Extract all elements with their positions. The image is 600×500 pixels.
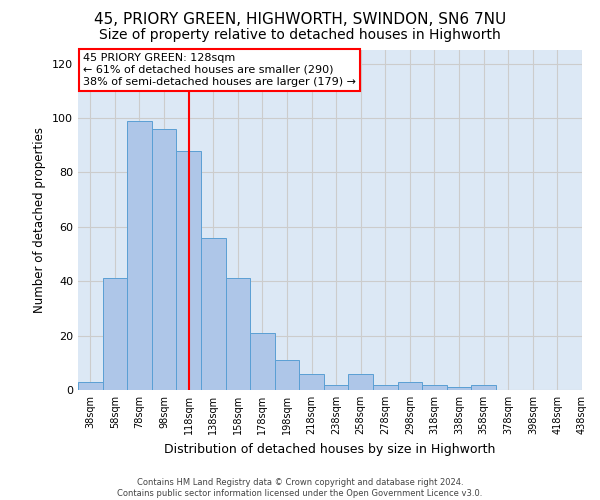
Bar <box>201 238 226 390</box>
Bar <box>422 384 447 390</box>
Bar <box>226 278 250 390</box>
X-axis label: Distribution of detached houses by size in Highworth: Distribution of detached houses by size … <box>164 442 496 456</box>
Text: Size of property relative to detached houses in Highworth: Size of property relative to detached ho… <box>99 28 501 42</box>
Bar <box>299 374 324 390</box>
Text: 45 PRIORY GREEN: 128sqm
← 61% of detached houses are smaller (290)
38% of semi-d: 45 PRIORY GREEN: 128sqm ← 61% of detache… <box>83 54 356 86</box>
Y-axis label: Number of detached properties: Number of detached properties <box>34 127 46 313</box>
Bar <box>398 382 422 390</box>
Text: Contains HM Land Registry data © Crown copyright and database right 2024.
Contai: Contains HM Land Registry data © Crown c… <box>118 478 482 498</box>
Bar <box>78 382 103 390</box>
Text: 45, PRIORY GREEN, HIGHWORTH, SWINDON, SN6 7NU: 45, PRIORY GREEN, HIGHWORTH, SWINDON, SN… <box>94 12 506 28</box>
Bar <box>275 360 299 390</box>
Bar <box>176 150 201 390</box>
Bar <box>373 384 398 390</box>
Bar <box>152 129 176 390</box>
Bar <box>127 120 152 390</box>
Bar <box>447 388 472 390</box>
Bar <box>250 333 275 390</box>
Bar <box>349 374 373 390</box>
Bar <box>472 384 496 390</box>
Bar <box>324 384 349 390</box>
Bar <box>103 278 127 390</box>
